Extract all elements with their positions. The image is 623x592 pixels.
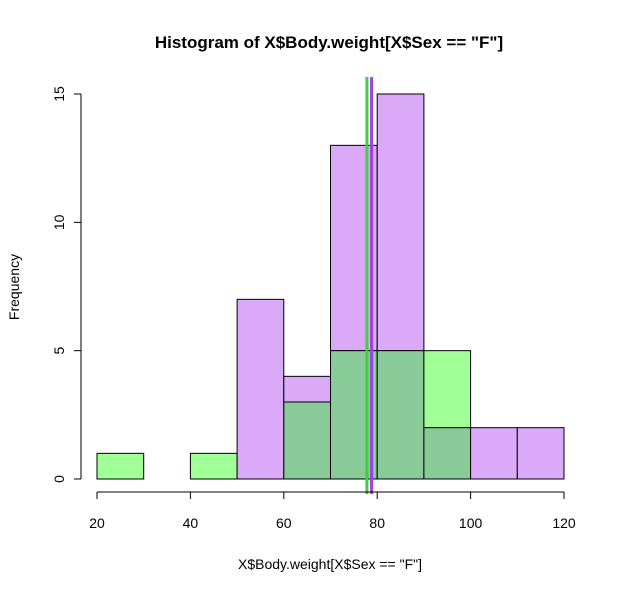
histogram-bar-overlap — [423, 427, 472, 480]
histogram-bar-overlap — [376, 350, 425, 480]
histogram-bar-overlap — [283, 401, 331, 480]
y-tick-label: 5 — [51, 347, 67, 355]
x-tick-label: 80 — [369, 515, 385, 531]
x-tick-label: 40 — [183, 515, 199, 531]
y-tick-label: 15 — [51, 86, 67, 102]
histogram-bar — [283, 375, 331, 403]
x-axis-label: X$Body.weight[X$Sex == "F"] — [238, 556, 422, 572]
histogram-bar — [330, 144, 378, 352]
histogram-bar — [96, 452, 145, 480]
y-tick-label: 0 — [51, 475, 67, 483]
y-axis: 0 5 10 15 — [51, 86, 82, 483]
y-tick-label: 10 — [51, 214, 67, 230]
histogram-bar — [423, 350, 472, 429]
bars-layer — [96, 93, 565, 480]
x-tick-label: 60 — [276, 515, 292, 531]
x-tick-label: 100 — [459, 515, 483, 531]
histogram-bar — [470, 427, 518, 480]
histogram-bar — [189, 452, 238, 480]
histogram-bar — [376, 93, 425, 352]
y-axis-label: Frequency — [6, 254, 22, 320]
histogram-bar — [516, 427, 565, 480]
vertical-lines-layer — [365, 77, 374, 494]
x-axis: 20 40 60 80 100 120 — [89, 491, 576, 531]
histogram-bar-overlap — [330, 350, 378, 480]
histogram-bar — [236, 298, 285, 480]
chart-title: Histogram of X$Body.weight[X$Sex == "F"] — [155, 33, 503, 52]
x-tick-label: 20 — [89, 515, 105, 531]
x-tick-label: 120 — [552, 515, 576, 531]
